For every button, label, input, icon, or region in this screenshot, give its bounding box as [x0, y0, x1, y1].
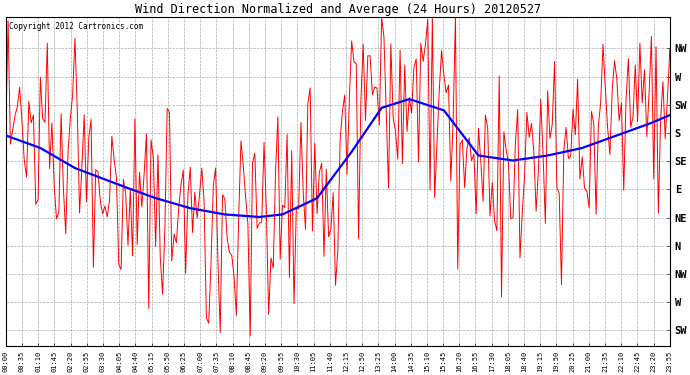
Text: Copyright 2012 Cartronics.com: Copyright 2012 Cartronics.com: [9, 22, 144, 31]
Title: Wind Direction Normalized and Average (24 Hours) 20120527: Wind Direction Normalized and Average (2…: [135, 3, 541, 16]
